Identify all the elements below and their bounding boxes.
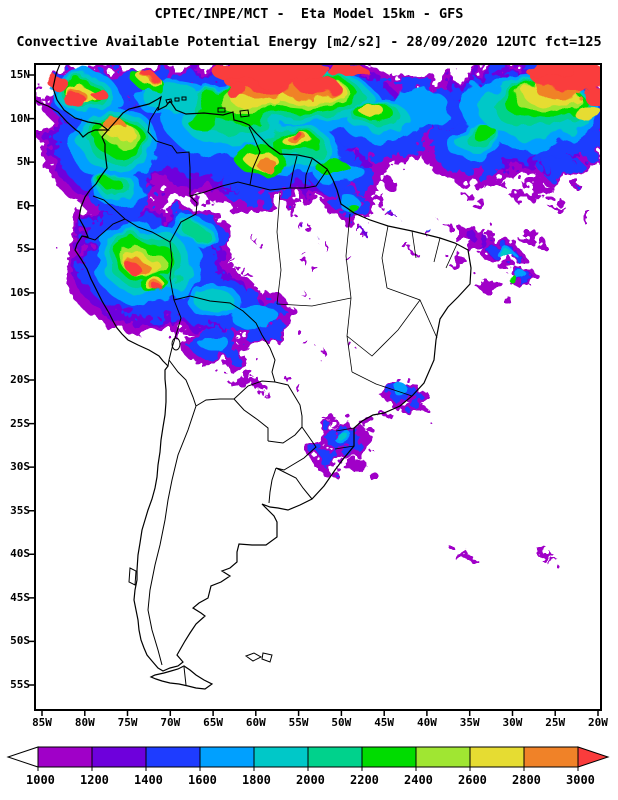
legend-cell — [307, 746, 363, 768]
legend-tick-label: 2000 — [296, 773, 325, 787]
legend-tick-label: 1800 — [242, 773, 271, 787]
lat-label: 10N — [10, 111, 30, 125]
page-subtitle: Convective Available Potential Energy [m… — [16, 34, 602, 50]
legend-tick-label: 2800 — [512, 773, 541, 787]
legend-ticks — [37, 767, 579, 771]
lat-label: 15S — [10, 329, 30, 343]
legend-tick-label: 2200 — [350, 773, 379, 787]
lon-label: 20W — [588, 716, 608, 729]
color-scale-bar — [6, 746, 610, 771]
legend-tick-label: 2400 — [404, 773, 433, 787]
lon-label: 85W — [32, 716, 52, 729]
lat-label: EQ — [16, 198, 30, 212]
legend-cell — [199, 746, 255, 768]
lat-label: 25S — [10, 416, 30, 430]
legend-tick-label: 1600 — [188, 773, 217, 787]
legend-tick-label: 1000 — [26, 773, 55, 787]
axis-ticks — [29, 74, 599, 716]
lat-label: 50S — [10, 634, 30, 648]
lon-label: 45W — [374, 716, 395, 729]
legend-cell — [469, 746, 525, 768]
lon-label: 40W — [416, 716, 437, 729]
lon-label: 50W — [331, 716, 352, 729]
color-scale-labels: 1000 1200 1400 1600 1800 2000 2200 2400 … — [26, 773, 595, 788]
legend-cell — [415, 746, 471, 768]
cape-red-layer — [50, 64, 601, 293]
central-america-coastline — [35, 64, 110, 138]
legend-arrow-right — [577, 746, 610, 768]
tierra-del-fuego-outline — [149, 665, 214, 690]
legend-cells — [37, 746, 579, 768]
lat-label: 45S — [10, 590, 30, 604]
lat-label: 40S — [10, 547, 30, 561]
legend-cell — [361, 746, 417, 768]
lat-label: 10S — [10, 285, 30, 299]
lon-label: 70W — [160, 716, 181, 729]
legend-arrow-left — [6, 746, 39, 768]
south-america-coastline — [74, 95, 472, 672]
legend-tick-label: 3000 — [566, 773, 595, 787]
lake-titicaca-outline — [171, 337, 181, 351]
legend-cell — [145, 746, 201, 768]
lon-label: 75W — [117, 716, 138, 729]
lon-label: 25W — [545, 716, 566, 729]
latitude-axis: 15N 10N 5N EQ 5S 10S 15S 20S 25S 30S 35S… — [0, 68, 30, 692]
legend-cell — [37, 746, 93, 768]
lon-label: 80W — [74, 716, 95, 729]
legend-tick-label: 2600 — [458, 773, 487, 787]
lat-label: 20S — [10, 372, 30, 386]
island-outlines — [128, 96, 273, 663]
lat-label: 30S — [10, 460, 30, 474]
lon-label: 60W — [245, 716, 266, 729]
lat-label: 5S — [16, 242, 30, 256]
state-borders — [276, 191, 458, 450]
country-borders — [81, 106, 328, 686]
legend-tick-label: 1200 — [80, 773, 109, 787]
map-frame — [34, 63, 602, 711]
lon-label: 55W — [288, 716, 309, 729]
page-title: CPTEC/INPE/MCT - Eta Model 15km - GFS — [154, 6, 464, 22]
lon-label: 65W — [203, 716, 223, 729]
longitude-axis: 85W 80W 75W 70W 65W 60W 55W 50W 45W 40W … — [28, 716, 612, 730]
legend-cell — [253, 746, 309, 768]
lat-label: 35S — [10, 503, 30, 517]
legend-tick-label: 1400 — [134, 773, 163, 787]
lon-label: 35W — [459, 716, 480, 729]
lat-label: 55S — [10, 677, 30, 691]
lat-label: 5N — [16, 155, 30, 169]
legend-cell — [91, 746, 147, 768]
legend-cell — [523, 746, 579, 768]
lon-label: 30W — [502, 716, 523, 729]
lat-label: 15N — [10, 68, 30, 81]
